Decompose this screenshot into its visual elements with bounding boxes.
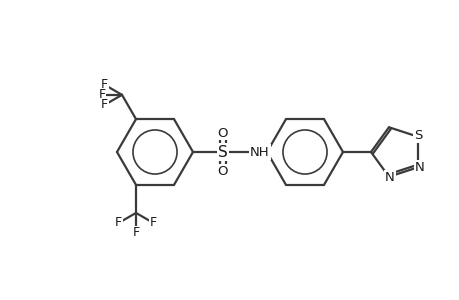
Text: O: O [217,164,228,178]
Text: N: N [384,171,394,184]
Text: F: F [150,216,157,230]
Text: NH: NH [249,146,269,158]
Text: F: F [98,88,105,101]
Text: F: F [101,98,108,111]
Text: S: S [218,145,227,160]
Text: F: F [132,226,139,239]
Text: F: F [101,78,108,91]
Text: S: S [413,129,421,142]
Text: O: O [217,127,228,140]
Text: F: F [115,216,122,230]
Text: N: N [414,161,424,174]
